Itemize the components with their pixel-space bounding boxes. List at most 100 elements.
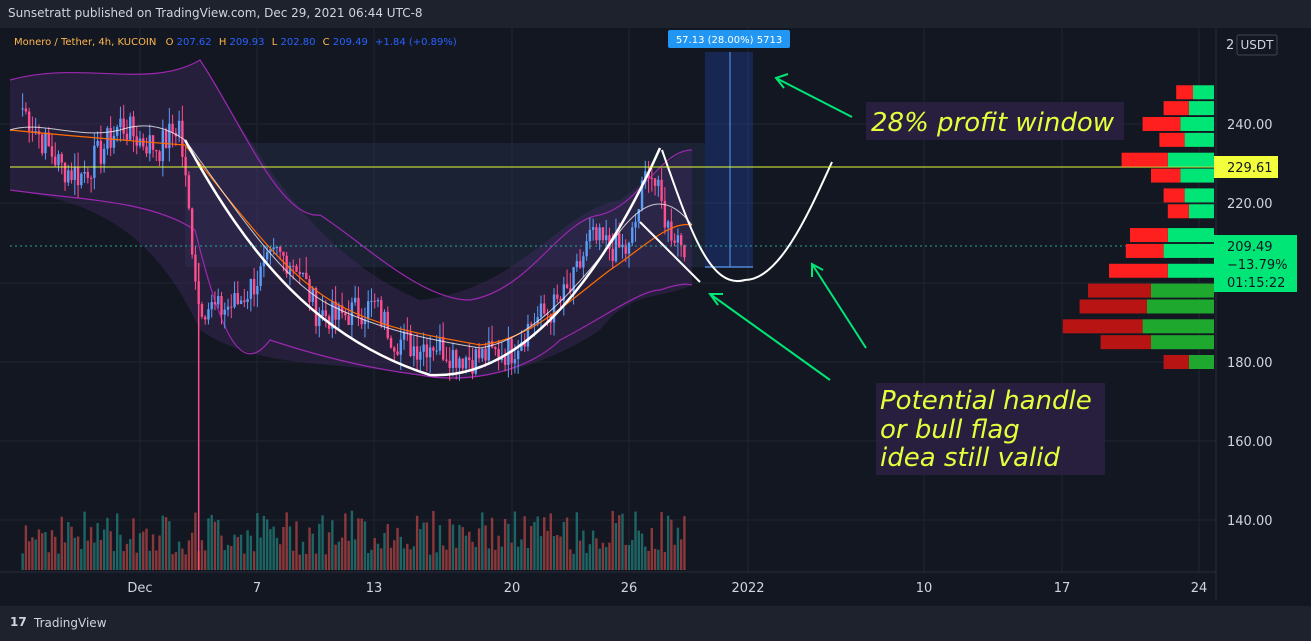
currency-box[interactable] xyxy=(1236,34,1278,56)
volume-bar xyxy=(350,510,354,570)
volume-bar xyxy=(647,550,650,570)
candle-body xyxy=(265,251,269,260)
volume-bar xyxy=(93,542,96,570)
candle-body xyxy=(663,200,667,228)
candle-body xyxy=(63,162,67,183)
volume-bar xyxy=(122,551,125,570)
candle-body xyxy=(295,266,298,272)
candle-body xyxy=(614,233,618,262)
volume-bar xyxy=(161,515,165,570)
volume-bar xyxy=(435,552,438,570)
volume-bar xyxy=(265,519,269,570)
candle-body xyxy=(367,301,370,320)
candle-body xyxy=(155,149,158,152)
volume-bar xyxy=(57,553,60,570)
volume-profile-buy xyxy=(1163,243,1214,258)
price-scale[interactable] xyxy=(1216,28,1311,572)
candle-body xyxy=(451,350,455,368)
price-chart[interactable]: 57.13 (28.00%) 5713 Monero / Tether, 4h,… xyxy=(0,28,1311,606)
volume-bar xyxy=(236,537,239,570)
volume-bar xyxy=(530,526,533,570)
volume-bar xyxy=(86,540,90,570)
volume-bars xyxy=(21,510,686,570)
candle-body xyxy=(89,177,93,179)
candle-body xyxy=(477,349,481,359)
candle-body xyxy=(546,313,549,315)
candle-body xyxy=(644,171,647,181)
volume-bar xyxy=(50,530,54,570)
volume-profile xyxy=(1062,85,1214,369)
candle-body xyxy=(187,175,191,209)
volume-bar xyxy=(533,521,536,570)
candle-body xyxy=(637,209,640,222)
volume-bar xyxy=(510,542,513,570)
volume-bar xyxy=(41,533,44,570)
y-tick-180: 180.00 xyxy=(1227,356,1273,371)
candle-body xyxy=(445,359,448,361)
volume-bar xyxy=(331,520,334,570)
volume-bar xyxy=(513,511,517,570)
volume-bar xyxy=(70,526,73,570)
candle-body xyxy=(582,256,585,268)
volume-bar xyxy=(432,511,435,570)
candle-body xyxy=(383,311,386,326)
volume-bar xyxy=(595,538,598,570)
bollinger-band-fill xyxy=(10,60,692,378)
volume-bar xyxy=(292,550,295,570)
measure-box[interactable] xyxy=(705,52,753,267)
ema-slow-line xyxy=(9,129,693,346)
candle-body xyxy=(239,300,243,305)
volume-bar xyxy=(412,546,416,570)
candle-body xyxy=(158,151,161,162)
candle-body xyxy=(370,300,373,302)
volume-bar xyxy=(666,515,670,570)
candle-body xyxy=(340,305,344,313)
candle-body xyxy=(54,156,57,166)
volume-bar xyxy=(301,541,305,570)
volume-bar xyxy=(572,553,575,570)
volume-bar xyxy=(497,535,500,570)
volume-bar xyxy=(569,549,572,570)
volume-bar xyxy=(217,519,220,570)
candle-body xyxy=(588,229,592,242)
volume-bar xyxy=(243,553,246,570)
candle-body xyxy=(337,305,341,320)
volume-bar xyxy=(324,554,328,570)
volume-bar xyxy=(683,516,686,570)
handle-note-box xyxy=(876,383,1105,475)
volume-bar xyxy=(311,533,314,570)
candle-body xyxy=(520,342,523,351)
volume-bar xyxy=(363,521,367,570)
candle-body xyxy=(31,130,34,133)
measure-label: 57.13 (28.00%) 5713 xyxy=(676,35,782,46)
volume-bar xyxy=(44,532,47,570)
volume-bar xyxy=(477,528,481,570)
candle-body xyxy=(226,306,230,310)
candle-body xyxy=(171,123,174,133)
change-value: +1.84 (+0.89%) xyxy=(375,37,457,48)
tradingview-logo-icon[interactable]: 17 xyxy=(10,615,27,629)
candle-body xyxy=(471,360,474,374)
volume-bar xyxy=(464,535,468,570)
candle-body xyxy=(503,356,507,365)
y-tick-240: 240.00 xyxy=(1227,118,1273,133)
volume-profile-buy xyxy=(1146,299,1214,314)
volume-bar xyxy=(539,536,543,570)
candle-body xyxy=(591,227,595,230)
candle-body xyxy=(474,349,477,374)
volume-bar xyxy=(334,544,337,570)
symbol-legend[interactable]: Monero / Tether, 4h, KUCOIN O 207.62 H 2… xyxy=(14,37,457,48)
handle-line xyxy=(639,221,701,283)
volume-bar xyxy=(634,511,637,570)
volume-bar xyxy=(657,549,660,570)
candle-body xyxy=(556,294,559,299)
candle-body xyxy=(194,254,197,282)
volume-profile-sell xyxy=(1062,319,1143,334)
publisher-line: Sunsetratt published on TradingView.com,… xyxy=(8,6,423,20)
currency-label: USDT xyxy=(1241,38,1275,52)
brand-name[interactable]: TradingView xyxy=(34,616,107,630)
volume-bar xyxy=(145,528,148,570)
candle-body xyxy=(660,179,663,201)
candle-body xyxy=(487,341,491,361)
arrow-to-handle-low xyxy=(811,263,867,349)
